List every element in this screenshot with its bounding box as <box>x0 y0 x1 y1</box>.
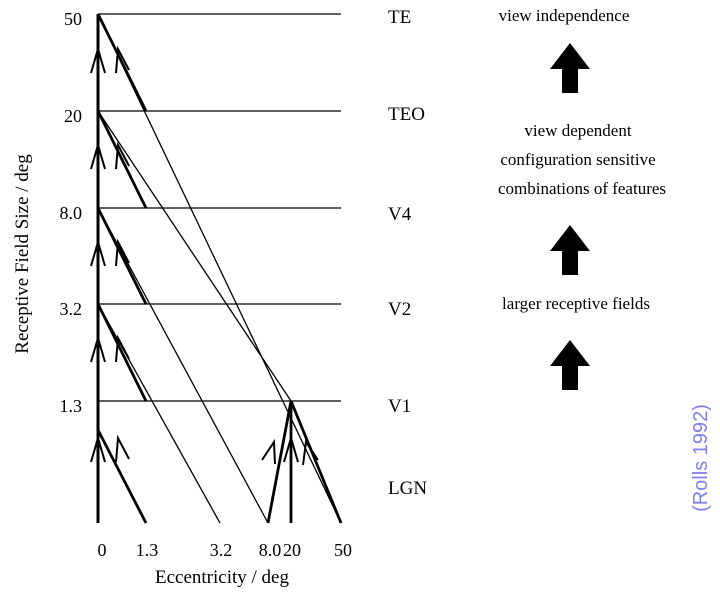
thick-diagonals <box>96 13 343 524</box>
y-tick-3-2: 3.2 <box>60 299 83 319</box>
x-tick-20: 20 <box>283 540 301 560</box>
y-axis-title: Receptive Field Size / deg <box>12 154 33 354</box>
thick-diagonal-v1-v2 <box>96 303 148 402</box>
area-label-lgn: LGN <box>388 478 427 499</box>
y-tick-20: 20 <box>64 106 82 126</box>
note-configuration-sensitive: configuration sensitive <box>500 150 655 169</box>
x-tick-50: 50 <box>334 540 352 560</box>
arrowhead-right-left <box>261 438 276 465</box>
x-axis-title: Eccentricity / deg <box>155 567 289 588</box>
arrowhead-axis-v2 <box>90 238 106 267</box>
thick-diagonal-8-v1 <box>266 400 293 524</box>
x-tick-labels: 0 1.3 3.2 8.0 20 50 <box>98 540 353 560</box>
area-label-teo: TEO <box>388 104 425 125</box>
area-label-v4: V4 <box>388 204 412 225</box>
x-tick-8-0: 8.0 <box>259 540 282 560</box>
area-label-v1: V1 <box>388 396 411 417</box>
annotations: view independence view dependent configu… <box>498 6 666 313</box>
level-lines <box>98 13 341 402</box>
y-tick-labels: 50 20 8.0 3.2 1.3 <box>60 9 83 416</box>
area-labels: TE TEO V4 V2 V1 LGN <box>388 7 427 499</box>
note-larger-receptive-fields: larger receptive fields <box>502 294 650 313</box>
diagonal-from-8-0 <box>97 207 269 524</box>
area-label-te: TE <box>388 7 411 28</box>
thick-diagonal-teo-te <box>96 13 148 112</box>
up-arrow-icon <box>550 43 590 93</box>
x-tick-3-2: 3.2 <box>210 540 233 560</box>
arrowhead-diag-v4 <box>115 141 130 170</box>
y-tick-8-0: 8.0 <box>60 203 83 223</box>
x-tick-0: 0 <box>98 540 107 560</box>
note-view-independence: view independence <box>499 6 630 25</box>
arrowhead-diag-teo <box>115 45 130 74</box>
citation-label: (Rolls 1992) <box>690 404 712 512</box>
y-tick-1-3: 1.3 <box>60 396 83 416</box>
note-combinations-of-features: combinations of features <box>498 179 666 198</box>
arrowhead-diag-v1 <box>115 334 130 363</box>
area-label-v2: V2 <box>388 299 411 320</box>
diagonal-from-20 <box>97 110 292 402</box>
arrowhead-axis-v4 <box>90 141 106 170</box>
thick-diagonal-v2-v4 <box>96 207 148 305</box>
up-arrow-icon <box>550 340 590 390</box>
arrowhead-axis-lgn <box>90 434 106 463</box>
arrowhead-right-right <box>302 439 319 466</box>
y-tick-50: 50 <box>64 9 82 29</box>
thick-diagonal-v4-teo <box>96 110 148 209</box>
thick-diagonal-50-v1 <box>289 400 343 524</box>
diagonal-from-3-2 <box>97 303 221 524</box>
up-arrow-icon <box>550 225 590 275</box>
arrowhead-axis-teo <box>90 45 106 74</box>
arrowhead-diag-v2 <box>115 238 130 267</box>
arrowhead-axis-v1 <box>90 334 106 363</box>
thick-diagonal-lgn-v1 <box>96 429 148 524</box>
arrow-heads <box>90 45 319 466</box>
note-view-dependent: view dependent <box>524 121 631 140</box>
progression-arrows <box>550 43 590 390</box>
arrowhead-right-center <box>283 434 299 463</box>
arrowhead-diag-lgn <box>115 434 130 463</box>
x-tick-1-3: 1.3 <box>136 540 159 560</box>
